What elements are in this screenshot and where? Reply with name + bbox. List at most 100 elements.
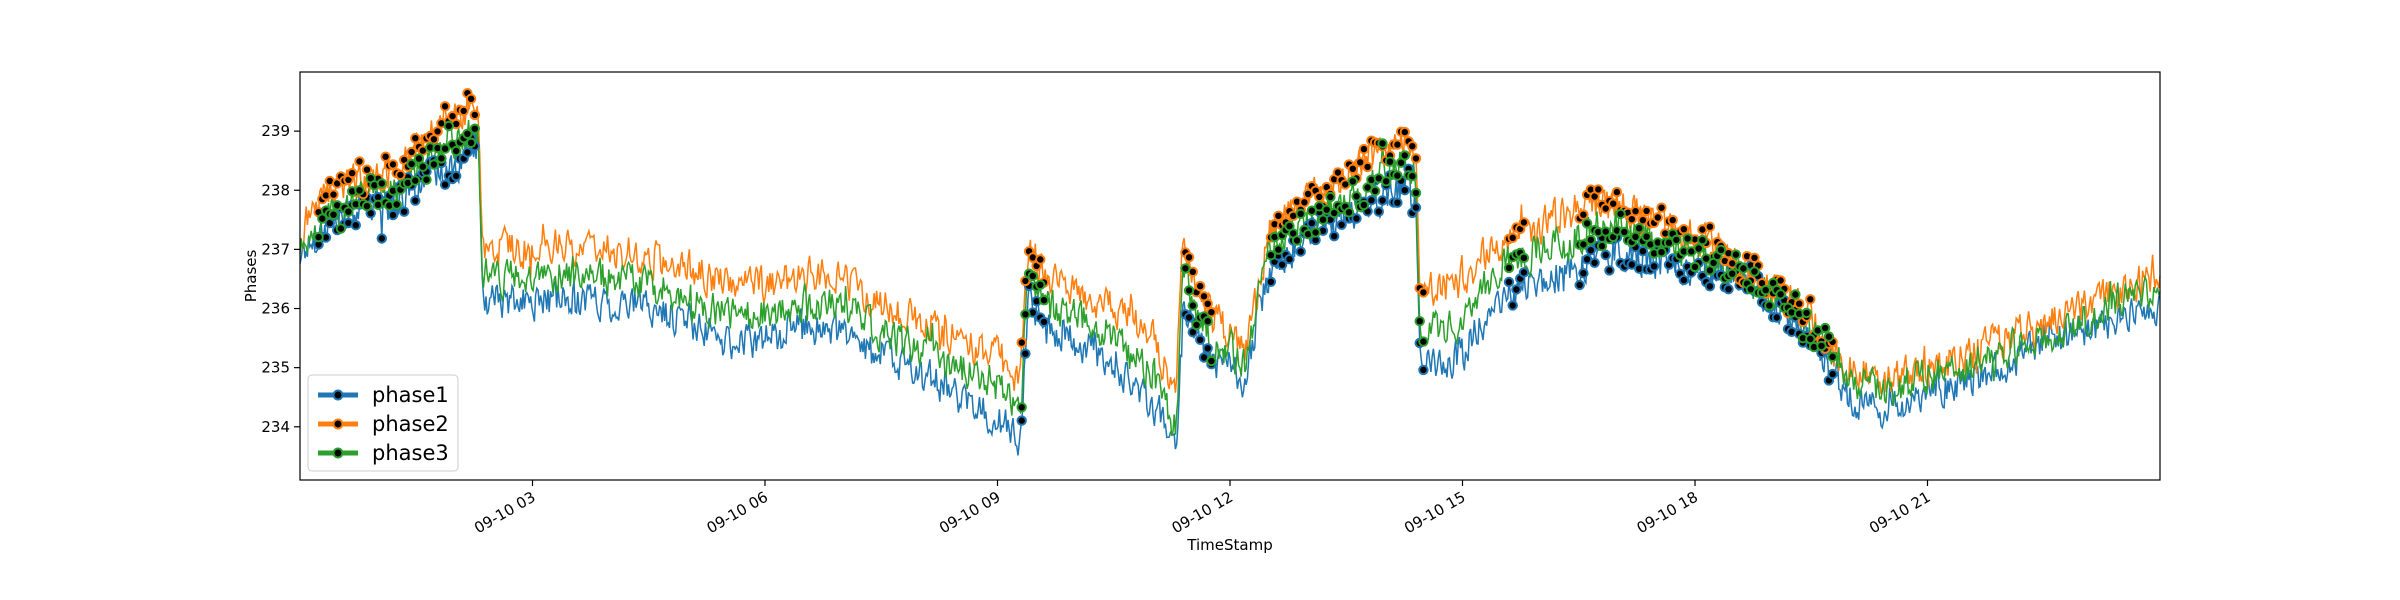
data-point-phase3 xyxy=(343,206,354,217)
data-point-phase2 xyxy=(1518,217,1530,228)
data-point-phase1 xyxy=(1306,217,1318,229)
y-tick-label: 235 xyxy=(261,359,290,377)
data-point-phase2 xyxy=(346,167,358,179)
data-point-phase3 xyxy=(1325,191,1336,203)
data-point-phase2 xyxy=(1418,287,1429,298)
data-point-phase3 xyxy=(1027,270,1039,282)
data-point-phase1 xyxy=(1648,261,1660,272)
data-point-phase3 xyxy=(1619,226,1630,238)
data-point-phase2 xyxy=(1347,163,1359,175)
data-point-phase2 xyxy=(1016,337,1027,348)
legend: phase1 phase2 phase3 xyxy=(307,374,459,472)
data-point-phase3 xyxy=(451,145,462,157)
data-point-phase3 xyxy=(417,161,428,172)
data-point-phase1 xyxy=(1771,312,1783,323)
data-point-phase1 xyxy=(1329,231,1340,242)
data-point-phase1 xyxy=(1678,274,1690,286)
data-point-phase2 xyxy=(1273,210,1284,222)
data-point-phase3 xyxy=(1585,234,1597,246)
data-point-phase1 xyxy=(1503,276,1515,288)
data-point-phase2 xyxy=(428,134,440,145)
data-point-phase3 xyxy=(1775,289,1786,300)
data-point-phase3 xyxy=(1701,253,1712,264)
data-point-phase1 xyxy=(1410,202,1422,213)
data-point-phase3 xyxy=(1202,316,1213,327)
data-point-phase2 xyxy=(458,105,469,117)
data-point-phase3 xyxy=(376,178,387,189)
data-point-phase3 xyxy=(1823,331,1835,342)
data-point-phase3 xyxy=(1689,261,1701,273)
data-point-phase3 xyxy=(1310,227,1321,238)
data-point-phase3 xyxy=(1265,250,1277,261)
data-point-phase3 xyxy=(317,213,328,224)
data-point-phase3 xyxy=(1384,156,1396,167)
data-point-phase2 xyxy=(1578,209,1589,220)
data-point-phase3 xyxy=(1578,239,1589,250)
data-point-phase1 xyxy=(1295,246,1306,257)
data-point-phase1 xyxy=(1377,195,1388,206)
data-point-phase2 xyxy=(1314,191,1325,203)
data-point-phase3 xyxy=(1414,316,1425,327)
data-point-phase1 xyxy=(350,220,361,231)
data-point-phase3 xyxy=(1727,268,1738,279)
data-point-phase1 xyxy=(1637,246,1649,257)
data-point-phase2 xyxy=(1507,232,1518,244)
data-point-phase2 xyxy=(1358,143,1370,155)
data-point-phase3 xyxy=(443,120,454,132)
data-point-phase1 xyxy=(1284,254,1295,265)
legend-label-phase1: phase1 xyxy=(372,383,449,407)
data-point-phase3 xyxy=(1317,214,1329,225)
marker-layer xyxy=(313,88,1838,426)
data-point-phase2 xyxy=(1195,280,1206,292)
data-point-phase1 xyxy=(1507,300,1518,311)
data-point-phase2 xyxy=(1183,252,1195,263)
data-point-phase3 xyxy=(1503,262,1515,274)
data-point-phase3 xyxy=(391,199,402,210)
data-point-phase3 xyxy=(428,159,440,170)
data-point-phase1 xyxy=(1589,257,1600,268)
data-point-phase3 xyxy=(1581,218,1593,229)
data-point-phase1 xyxy=(1183,312,1195,323)
data-point-phase3 xyxy=(1187,300,1199,311)
data-point-phase3 xyxy=(1715,244,1727,256)
data-point-phase3 xyxy=(421,174,432,185)
data-point-phase3 xyxy=(1518,252,1530,264)
data-point-phase1 xyxy=(399,206,410,217)
data-point-phase2 xyxy=(1362,161,1373,173)
data-point-phase3 xyxy=(1180,263,1191,274)
data-point-phase3 xyxy=(1295,208,1306,220)
data-point-phase3 xyxy=(1016,402,1027,413)
data-point-phase1 xyxy=(462,147,473,158)
data-point-phase2 xyxy=(1667,214,1678,226)
data-point-phase1 xyxy=(1195,334,1206,345)
data-point-phase1 xyxy=(1704,281,1716,292)
data-point-phase1 xyxy=(1020,348,1031,359)
data-point-phase1 xyxy=(1418,364,1429,376)
y-tick-label: 234 xyxy=(261,418,290,436)
data-point-phase1 xyxy=(1626,259,1638,270)
data-point-phase3 xyxy=(436,153,447,164)
data-point-phase2 xyxy=(410,133,421,144)
data-point-phase2 xyxy=(1593,184,1604,195)
data-point-phase2 xyxy=(1794,298,1805,309)
data-point-phase2 xyxy=(395,169,406,181)
data-point-phase2 xyxy=(1206,307,1217,318)
y-tick-label: 237 xyxy=(261,240,290,258)
data-point-phase1 xyxy=(387,209,399,221)
data-point-phase3 xyxy=(1596,240,1608,252)
y-tick-label: 239 xyxy=(261,122,290,140)
data-point-phase1 xyxy=(1392,197,1403,208)
data-point-phase1 xyxy=(1574,279,1585,291)
data-point-phase3 xyxy=(1805,333,1816,345)
data-point-phase1 xyxy=(1723,284,1734,295)
data-point-phase2 xyxy=(1399,126,1411,138)
data-point-phase1 xyxy=(1366,195,1377,206)
data-point-phase3 xyxy=(1273,244,1284,255)
data-point-phase2 xyxy=(1626,214,1638,225)
data-point-phase2 xyxy=(432,126,443,137)
legend-marker-phase3 xyxy=(332,447,344,459)
series-layer xyxy=(299,93,2161,456)
data-point-phase3 xyxy=(1671,234,1682,246)
data-point-phase2 xyxy=(465,93,477,105)
data-point-phase3 xyxy=(1377,138,1388,149)
